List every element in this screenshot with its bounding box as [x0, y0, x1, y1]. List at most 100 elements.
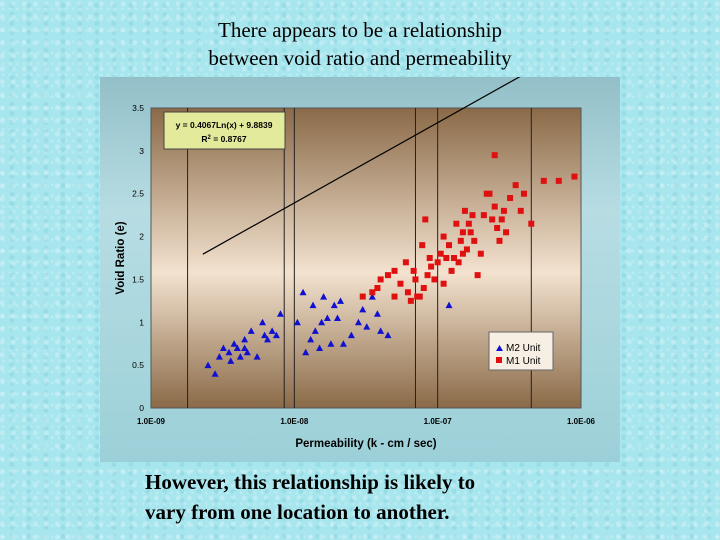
point-m1: [359, 293, 366, 300]
point-m1: [503, 229, 510, 236]
r-squared-value: = 0.8767: [211, 134, 247, 144]
point-m1: [416, 293, 423, 300]
point-m2: [230, 340, 238, 347]
point-m1: [374, 285, 381, 291]
point-m2: [320, 293, 328, 300]
point-m1: [440, 280, 447, 287]
point-m1: [494, 225, 501, 231]
point-m1: [446, 242, 453, 249]
point-m2: [241, 344, 249, 351]
point-m1: [555, 177, 562, 184]
point-m2: [272, 331, 280, 339]
point-m1: [520, 190, 527, 197]
point-m1: [437, 250, 444, 257]
point-m1: [480, 212, 487, 219]
point-m2: [363, 323, 371, 330]
point-m1: [461, 207, 468, 214]
point-m1: [500, 207, 507, 214]
y-tick-label: 2.5: [132, 189, 144, 199]
point-m2: [236, 353, 244, 360]
point-m1: [489, 216, 496, 223]
x-tick-label: 1.0E-06: [567, 417, 596, 426]
point-m1: [440, 233, 447, 240]
point-m1: [377, 276, 384, 283]
point-m2: [368, 293, 376, 300]
y-tick-label: 3.5: [132, 103, 144, 113]
point-m1: [428, 263, 435, 270]
point-m1: [457, 237, 464, 244]
x-tick-label: 1.0E-09: [137, 417, 166, 426]
point-m1: [412, 276, 419, 283]
slide-title-line-1: There appears to be a relationship: [218, 18, 502, 42]
point-m1: [474, 272, 481, 279]
point-m2: [384, 331, 392, 339]
point-m1: [404, 289, 411, 296]
point-m1: [477, 250, 484, 257]
point-m1: [491, 203, 498, 210]
point-m1: [463, 246, 470, 253]
point-m1: [471, 237, 478, 244]
point-m2: [211, 370, 219, 377]
point-m1: [391, 267, 398, 274]
point-m1: [407, 297, 414, 304]
point-m1: [420, 285, 427, 291]
point-m2: [377, 327, 385, 334]
y-tick-label: 1.5: [132, 274, 144, 284]
point-m1: [496, 237, 503, 244]
point-m2: [373, 310, 381, 317]
point-m2: [253, 353, 261, 360]
point-m2: [318, 318, 326, 326]
slide-caption: However, this relationship is likely to …: [145, 467, 665, 527]
point-m1: [426, 255, 433, 261]
point-m2: [264, 335, 272, 343]
point-m2: [293, 318, 301, 326]
point-m1: [391, 293, 398, 300]
point-m2: [330, 301, 338, 309]
point-m2: [354, 318, 362, 326]
data-points: [204, 152, 578, 377]
point-m1: [467, 229, 474, 236]
point-m2: [311, 327, 319, 334]
point-m2: [307, 335, 315, 343]
y-tick-label: 3: [139, 146, 144, 156]
point-m2: [225, 348, 233, 356]
point-m1: [517, 207, 524, 214]
point-m1: [410, 267, 417, 274]
r-squared-label: R2 = 0.8767: [201, 134, 246, 144]
point-m1: [402, 259, 409, 266]
point-m1: [459, 250, 466, 257]
point-m2: [259, 318, 267, 326]
point-m2: [241, 335, 249, 343]
point-m2: [204, 361, 212, 369]
x-tick-labels: 1.0E-09 1.0E-08 1.0E-07 1.0E-06: [137, 417, 596, 426]
point-m2: [227, 357, 235, 364]
point-m1: [434, 259, 441, 266]
point-m2: [309, 301, 317, 309]
point-m1: [424, 272, 431, 279]
legend: M2 Unit M1 Unit: [488, 331, 554, 371]
slide-title: There appears to be a relationship betwe…: [0, 16, 720, 72]
point-m1: [455, 259, 462, 266]
y-tick-labels: 0 0.5 1 1.5 2 2.5 3 3.5: [132, 103, 144, 413]
point-m1: [397, 280, 404, 287]
point-m1: [419, 242, 426, 249]
point-m2: [347, 331, 355, 339]
y-axis-label: Void Ratio (e): [115, 221, 127, 294]
point-m2: [333, 314, 341, 321]
r-squared-symbol: R: [201, 134, 207, 144]
legend-square-icon: [496, 357, 502, 363]
point-m1: [443, 255, 450, 261]
y-tick-label: 2: [139, 232, 144, 242]
legend-m1-label: M1 Unit: [506, 356, 541, 367]
point-m1: [507, 195, 514, 201]
slide-title-line-2: between void ratio and permeability: [208, 46, 512, 70]
point-m1: [512, 182, 519, 189]
caption-line-1: However, this relationship is likely to: [145, 470, 476, 494]
point-m2: [215, 353, 223, 360]
legend-m2-label: M2 Unit: [506, 343, 541, 354]
point-m2: [243, 348, 251, 356]
point-m1: [465, 220, 472, 227]
point-m1: [384, 272, 391, 279]
point-m1: [469, 212, 476, 219]
trendline-equation-box: y = 0.4067Ln(x) + 9.8839 R2 = 0.8767: [163, 111, 286, 150]
